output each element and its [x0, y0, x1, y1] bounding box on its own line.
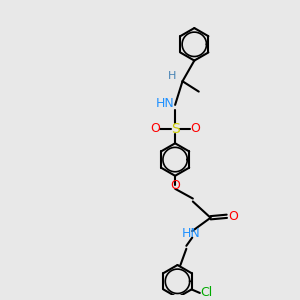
Text: H: H [168, 71, 176, 81]
Text: HN: HN [155, 97, 174, 110]
Text: O: O [150, 122, 160, 135]
Text: S: S [171, 122, 179, 136]
Text: Cl: Cl [200, 286, 212, 299]
Text: O: O [170, 179, 180, 192]
Text: HN: HN [182, 227, 200, 240]
Text: O: O [190, 122, 200, 135]
Text: O: O [228, 210, 238, 223]
